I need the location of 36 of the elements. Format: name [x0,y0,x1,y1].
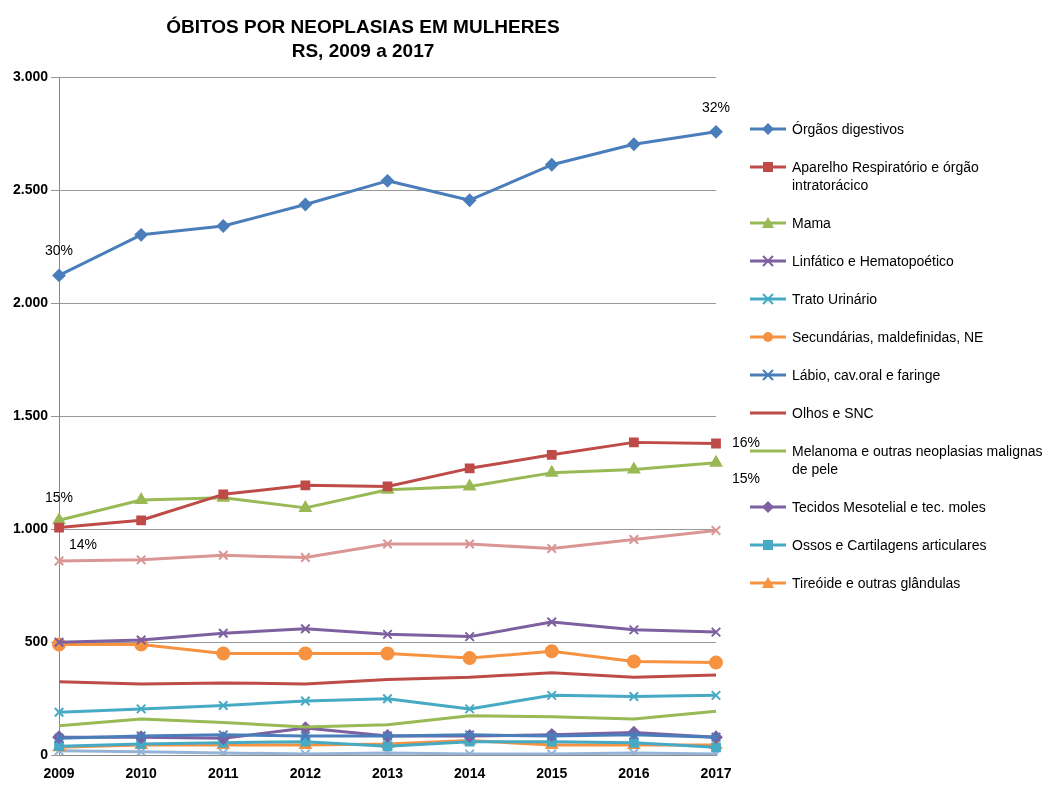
legend-label: Tecidos Mesotelial e tec. moles [792,498,986,516]
legend-label: Lábio, cav.oral e faringe [792,366,941,384]
y-tick-label: 0 [40,746,49,763]
x-tick-label: 2016 [618,765,650,782]
x-tick-label: 2010 [125,765,157,782]
legend-label: Aparelho Respiratório e órgão intratorácico [792,158,980,194]
legend-label: Linfático e Hematopoético [792,252,954,270]
x-tick-label: 2012 [289,765,322,782]
annotation: 14% [69,536,98,553]
y-tick-label: 500 [24,633,49,650]
legend-label: Olhos e SNC [792,404,874,422]
x-tick-label: 2013 [371,765,404,782]
y-tick-label: 1.500 [12,407,49,424]
annotation: 16% [731,434,761,451]
legend-label: Mama [792,214,831,232]
x-tick-label: 2017 [700,765,732,782]
chart-subtitle: RS, 2009 a 2017 [291,40,435,62]
annotation: 30% [45,242,74,259]
annotation: 15% [45,489,74,506]
chart-title: ÓBITOS POR NEOPLASIAS EM MULHERES [166,15,560,37]
y-tick-label: 2.000 [12,294,49,311]
legend-label: Secundárias, maldefinidas, NE [792,328,984,346]
legend-label: Tireóide e outras glândulas [792,574,961,592]
legend-label: Melanoma e outras neoplasias malignas de pele [792,442,1044,478]
x-tick-label: 2011 [208,765,239,782]
x-tick-label: 2009 [43,765,75,782]
y-tick-label: 2.500 [12,181,49,198]
x-tick-label: 2015 [536,765,568,782]
y-tick-label: 1.000 [12,520,49,537]
y-tick-label: 3.000 [12,68,49,85]
legend-label: Ossos e Cartilagens articulares [792,536,987,554]
x-tick-label: 2014 [454,765,486,782]
annotation: 15% [731,469,761,486]
annotation: 32% [701,98,731,115]
legend-label: Órgãos digestivos [792,120,905,138]
legend-label: Trato Urinário [792,290,878,308]
